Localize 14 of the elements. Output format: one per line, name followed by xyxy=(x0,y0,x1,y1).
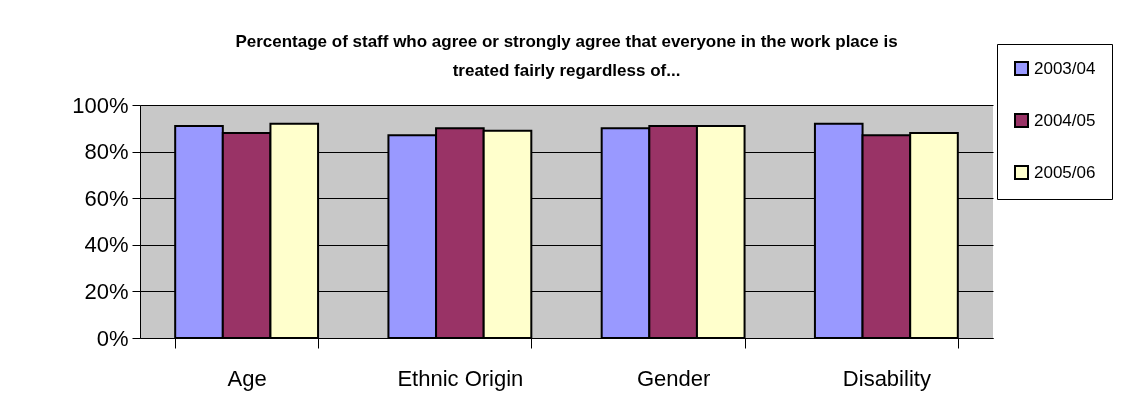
legend-label: 2005/06 xyxy=(1034,162,1096,182)
x-tick-label: Ethnic Origin xyxy=(397,365,524,391)
y-tick-label: 80% xyxy=(84,139,129,165)
chart-title: Percentage of staff who agree or strongly agree that everyone in the work place is treated fairly regardless of... xyxy=(235,31,898,80)
y-tick-label: 40% xyxy=(84,232,129,258)
y-tick-label: 20% xyxy=(84,278,129,304)
y-tick-label: 60% xyxy=(84,185,129,211)
x-tick-label: Disability xyxy=(842,365,931,391)
y-tick-label: 100% xyxy=(72,92,129,118)
legend-label: 2003/04 xyxy=(1034,58,1096,78)
legend-label: 2004/05 xyxy=(1034,110,1096,130)
x-tick-label: Gender xyxy=(636,365,711,391)
x-tick-label: Age xyxy=(227,365,267,391)
y-tick-label: 0% xyxy=(96,325,129,351)
